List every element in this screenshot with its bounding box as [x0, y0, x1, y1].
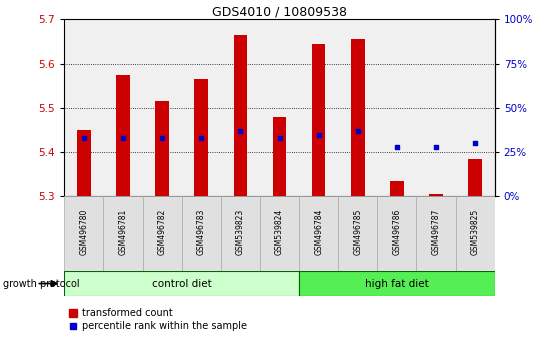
Text: GSM496785: GSM496785: [353, 209, 362, 255]
Text: control diet: control diet: [152, 279, 211, 289]
Bar: [143, 196, 182, 271]
Text: GSM496782: GSM496782: [158, 209, 167, 255]
Bar: [77, 130, 91, 196]
Text: GSM539823: GSM539823: [236, 209, 245, 255]
Point: [79, 135, 88, 141]
Bar: [338, 196, 377, 271]
Text: GSM496786: GSM496786: [392, 209, 401, 255]
Bar: [221, 196, 260, 271]
Bar: [299, 271, 495, 296]
Bar: [390, 181, 404, 196]
Bar: [416, 196, 456, 271]
Text: GSM496780: GSM496780: [79, 209, 88, 255]
Bar: [103, 196, 143, 271]
Point: [236, 128, 245, 134]
Point: [197, 135, 206, 141]
Bar: [273, 117, 286, 196]
Bar: [182, 196, 221, 271]
Text: GSM496783: GSM496783: [197, 209, 206, 255]
Bar: [64, 271, 299, 296]
Bar: [468, 159, 482, 196]
Bar: [377, 196, 416, 271]
Bar: [429, 194, 443, 196]
Point: [471, 141, 480, 146]
Bar: [312, 44, 325, 196]
Point: [119, 135, 127, 141]
Bar: [234, 35, 247, 196]
Point: [314, 132, 323, 137]
Title: GDS4010 / 10809538: GDS4010 / 10809538: [212, 5, 347, 18]
Text: GSM539824: GSM539824: [275, 209, 284, 255]
Bar: [116, 75, 130, 196]
Text: GSM496787: GSM496787: [432, 209, 440, 255]
Point: [158, 135, 167, 141]
Bar: [299, 196, 338, 271]
Bar: [195, 79, 208, 196]
Bar: [351, 39, 364, 196]
Point: [275, 135, 284, 141]
Text: growth protocol: growth protocol: [3, 279, 79, 289]
Legend: transformed count, percentile rank within the sample: transformed count, percentile rank withi…: [69, 308, 247, 331]
Point: [432, 144, 440, 150]
Bar: [64, 196, 103, 271]
Point: [392, 144, 401, 150]
Bar: [260, 196, 299, 271]
Point: [353, 128, 362, 134]
Text: GSM496781: GSM496781: [119, 209, 127, 255]
Bar: [155, 101, 169, 196]
Text: high fat diet: high fat diet: [365, 279, 429, 289]
Text: GSM496784: GSM496784: [314, 209, 323, 255]
Bar: [456, 196, 495, 271]
Text: GSM539825: GSM539825: [471, 209, 480, 255]
